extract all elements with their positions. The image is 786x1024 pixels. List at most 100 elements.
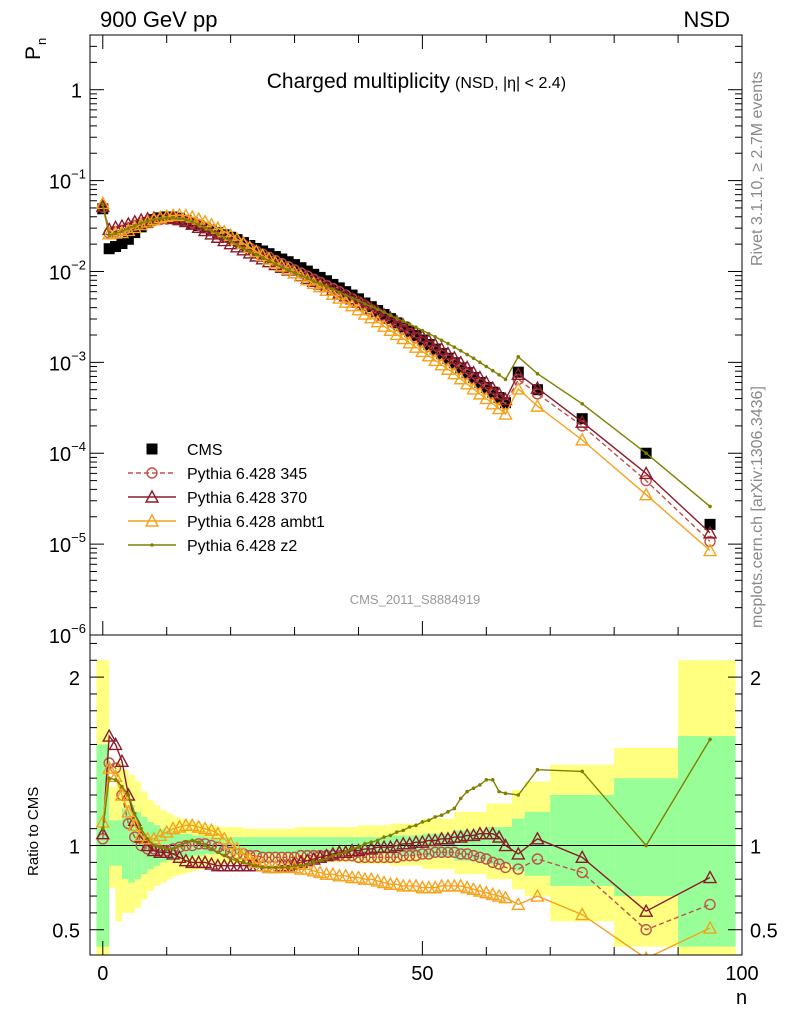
data-point [466, 365, 481, 379]
ratio-point [267, 865, 271, 870]
ratio-point [101, 728, 117, 742]
data-point [638, 465, 654, 480]
ratio-point [388, 833, 393, 838]
ratio-point [497, 789, 501, 794]
main-subtitle: (NSD, |η| < 2.4) [455, 75, 566, 92]
data-point [95, 198, 110, 213]
ratio-point [133, 827, 149, 842]
ratio-point [139, 826, 143, 831]
data-point [465, 352, 469, 357]
data-point [110, 241, 122, 253]
ratio-point [638, 903, 654, 917]
data-point [292, 270, 297, 275]
ratio-point [241, 860, 246, 865]
ratio-point [185, 817, 200, 832]
ratio-point [178, 853, 194, 867]
data-point [491, 386, 507, 400]
ratio-point [472, 883, 488, 897]
main-y-label: P [22, 46, 45, 60]
data-point [503, 377, 508, 382]
ratio-point [184, 840, 188, 844]
data-point [493, 392, 505, 404]
data-point [249, 244, 264, 258]
ratio-point [458, 796, 463, 801]
main-y-tick-label: 10−6 [49, 621, 86, 648]
data-point [708, 504, 712, 509]
data-point [222, 235, 227, 240]
data-point [491, 401, 507, 415]
data-point [126, 226, 131, 231]
ratio-point [132, 811, 137, 816]
data-point [511, 381, 526, 395]
data-point [447, 350, 462, 364]
data-point [248, 249, 252, 254]
ratio-point [191, 819, 206, 833]
ratio-point [158, 845, 163, 850]
data-point [511, 366, 526, 380]
data-point [332, 290, 347, 304]
data-point [325, 286, 341, 301]
ratio-point [204, 856, 219, 870]
data-point [293, 268, 309, 282]
ratio-point [491, 888, 507, 902]
ratio-point [171, 847, 175, 851]
data-point [279, 265, 284, 269]
ratio-point [644, 843, 648, 848]
data-point [158, 216, 163, 221]
ratio-point [498, 890, 513, 904]
ratio-point [530, 888, 545, 902]
ratio-point [295, 849, 307, 862]
data-point [580, 401, 584, 406]
ratio-point [203, 843, 207, 848]
ratio-point [197, 821, 213, 835]
data-point [287, 265, 302, 279]
legend-marker [146, 467, 158, 479]
data-point [407, 322, 412, 327]
data-point [575, 414, 590, 428]
main-y-tick-label: 10−5 [49, 530, 86, 557]
data-point [396, 331, 411, 345]
ratio-point [305, 862, 310, 866]
data-point [415, 343, 430, 358]
data-point [415, 329, 430, 343]
ratio-point [490, 778, 495, 782]
data-point [375, 307, 380, 312]
data-point [702, 525, 718, 539]
ratio-point [359, 851, 371, 864]
ratio-point [153, 827, 168, 842]
legend-marker [150, 543, 154, 547]
ratio-point [248, 862, 252, 866]
ratio-point [702, 870, 718, 884]
ratio-point [343, 850, 348, 855]
ratio-point [210, 826, 226, 840]
series-line [102, 204, 711, 507]
ratio-point [511, 897, 526, 911]
ratio-point [121, 804, 136, 818]
watermark: CMS_2011_S8884919 [350, 592, 481, 607]
ratio-point [479, 885, 494, 899]
main-y-tick-label: 10−2 [49, 257, 86, 284]
data-point [478, 360, 482, 365]
ratio-series-line [102, 734, 711, 913]
band-inner [511, 818, 525, 871]
data-point [383, 322, 398, 337]
main-panel: 1 10−1 10−2 10−3 10−4 10−5 10−6 [49, 34, 743, 648]
legend-label: Pythia 6.428 z2 [187, 538, 297, 555]
ratio-point [318, 858, 322, 863]
ratio-point [426, 818, 431, 823]
data-point [216, 232, 220, 237]
ratio-point [363, 842, 367, 846]
data-point [312, 279, 328, 293]
main-y-label-sub: n [34, 38, 49, 45]
ratio-point [223, 836, 238, 850]
ratio-point [535, 767, 540, 772]
ratio-point [465, 789, 469, 794]
ratio-point [325, 866, 341, 880]
ratio-point [461, 848, 473, 860]
data-point [340, 286, 352, 298]
data-point [459, 359, 475, 374]
ratio-point [324, 857, 329, 861]
ratio-point [331, 853, 335, 858]
data-point [530, 380, 545, 394]
ratio-point [350, 847, 354, 851]
